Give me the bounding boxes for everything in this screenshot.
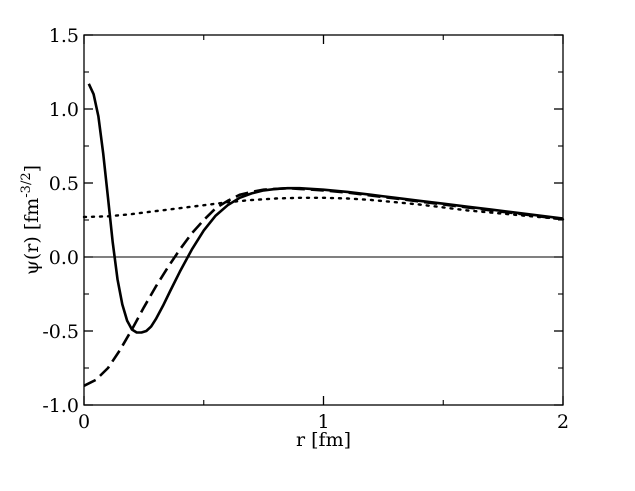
y-tick-label: -1.0 (42, 395, 79, 417)
x-tick-label: 2 (557, 411, 569, 433)
x-axis-label: r [fm] (296, 429, 351, 451)
y-tick-label: -0.5 (42, 321, 79, 343)
series-solid-line (87, 83, 564, 334)
x-tick-label: 1 (317, 411, 329, 433)
y-axis-label-main: ψ(r) [fm (21, 198, 43, 275)
series-dashed-line (83, 186, 564, 387)
series-dotted-line (82, 196, 565, 221)
y-axis-label-exponent: -3/2 (19, 172, 34, 197)
y-tick-label: 0.0 (49, 247, 79, 269)
y-tick-label: 0.5 (49, 173, 79, 195)
y-tick-label: 1.5 (49, 25, 79, 47)
y-axis-label: ψ(r) [fm-3/2] (19, 165, 43, 275)
y-axis-label-end: ] (21, 165, 43, 172)
plot-frame (83, 34, 564, 406)
x-tick-label: 0 (78, 411, 90, 433)
y-tick-label: 1.0 (49, 99, 79, 121)
